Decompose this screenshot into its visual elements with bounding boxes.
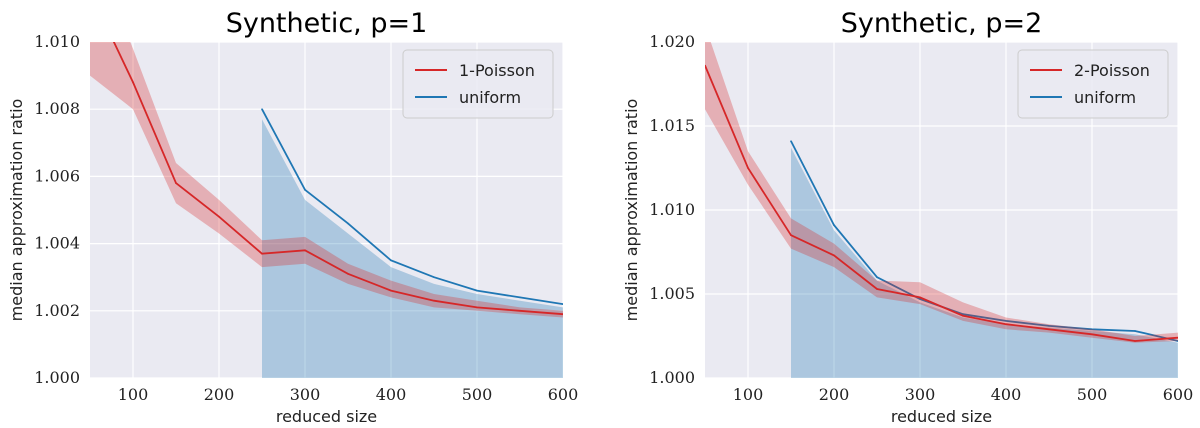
legend-label-uniform: uniform (1074, 88, 1136, 107)
point-uniform-8 (1134, 330, 1136, 332)
x-tick-label-0: 100 (118, 385, 149, 404)
y-tick-label-3: 1.015 (649, 116, 695, 135)
y-tick-label-4: 1.008 (34, 99, 80, 118)
legend-label-1-poisson: 1-Poisson (459, 61, 535, 80)
point-2-poisson-10 (1134, 340, 1136, 342)
point-1-poisson-11 (562, 313, 563, 315)
chart-synthetic-p1: 100 200 300 400 500 600 1.000 1.002 1.004 1.006 1.… (7, 8, 579, 426)
point-uniform-4 (433, 276, 435, 279)
chart-title: Synthetic, p=2 (841, 8, 1043, 39)
legend-label-uniform: uniform (459, 88, 521, 107)
legend-box (402, 49, 554, 119)
y-tick-label-1: 1.005 (649, 284, 695, 303)
point-2-poisson-7 (1005, 323, 1007, 326)
x-axis-label: reduced size (276, 407, 377, 426)
line-uniform (790, 140, 1178, 342)
x-axis-label: reduced size (891, 407, 992, 426)
legend: 1-Poisson uniform (402, 49, 554, 119)
chart-synthetic-p2: 100 200 300 400 500 600 1.000 1.005 1.010 1.015 1.… (622, 8, 1193, 426)
point-uniform-2 (876, 276, 878, 279)
y-tick-label-0: 1.000 (34, 368, 80, 387)
legend-box (1017, 49, 1169, 119)
y-axis-label: median approximation ratio (7, 99, 26, 322)
point-2-poisson-4 (876, 288, 878, 290)
y-axis-label: median approximation ratio (622, 99, 641, 322)
point-uniform-3 (390, 259, 392, 262)
point-2-poisson-6 (962, 315, 964, 317)
plot-area (90, 42, 563, 378)
line-2-poisson (705, 65, 1178, 342)
x-tick-label-4: 500 (462, 385, 493, 404)
point-1-poisson-9 (476, 306, 478, 309)
point-2-poisson-5 (919, 296, 921, 299)
band-uniform (791, 147, 1178, 378)
y-tick-label-1: 1.002 (34, 301, 80, 320)
point-1-poisson-4 (261, 252, 263, 255)
point-1-poisson-1 (132, 81, 134, 84)
x-tick-label-1: 200 (819, 385, 850, 404)
line-1-poisson (112, 42, 563, 316)
point-uniform-2 (347, 222, 349, 225)
point-2-poisson-1 (747, 167, 749, 169)
point-2-poisson-0 (705, 64, 706, 67)
point-1-poisson-3 (218, 215, 220, 218)
legend-label-2-poisson: 2-Poisson (1074, 61, 1150, 80)
x-tick-label-2: 300 (290, 385, 321, 404)
point-uniform-7 (562, 303, 563, 305)
point-1-poisson-2 (175, 182, 177, 184)
point-1-poisson-10 (519, 310, 521, 312)
point-2-poisson-2 (790, 234, 792, 236)
point-uniform-6 (1048, 325, 1050, 327)
point-1-poisson-8 (433, 299, 435, 302)
point-1-poisson-6 (347, 273, 349, 275)
point-uniform-1 (833, 224, 835, 226)
point-uniform-5 (1005, 320, 1007, 322)
y-tick-label-2: 1.010 (649, 200, 695, 219)
chart-title: Synthetic, p=1 (226, 8, 428, 39)
point-1-poisson-7 (390, 289, 392, 292)
band-uniform (262, 119, 563, 378)
plot-area (705, 42, 1178, 378)
point-uniform-1 (304, 189, 306, 191)
point-2-poisson-8 (1048, 328, 1050, 331)
point-uniform-3 (919, 298, 921, 300)
point-uniform-4 (962, 313, 964, 315)
point-1-poisson-5 (304, 249, 306, 252)
y-tick-label-3: 1.006 (34, 166, 80, 185)
x-tick-label-2: 300 (905, 385, 936, 404)
legend: 2-Poisson uniform (1017, 49, 1169, 119)
point-uniform-9 (1177, 340, 1178, 342)
y-tick-label-5: 1.010 (34, 32, 80, 51)
x-tick-label-0: 100 (733, 385, 764, 404)
y-tick-label-0: 1.000 (649, 368, 695, 387)
point-uniform-5 (476, 289, 478, 292)
x-tick-label-4: 500 (1077, 385, 1108, 404)
x-tick-label-3: 400 (991, 385, 1022, 404)
y-tick-label-2: 1.004 (34, 234, 80, 253)
point-2-poisson-11 (1177, 336, 1178, 339)
point-uniform-7 (1091, 328, 1093, 331)
point-uniform-6 (519, 296, 521, 299)
x-tick-label-1: 200 (204, 385, 235, 404)
point-2-poisson-3 (833, 254, 835, 257)
x-tick-label-3: 400 (376, 385, 407, 404)
x-tick-label-5: 600 (1163, 385, 1194, 404)
x-tick-label-5: 600 (548, 385, 579, 404)
point-2-poisson-9 (1091, 333, 1093, 336)
line-uniform (261, 108, 563, 305)
y-tick-label-4: 1.020 (649, 32, 695, 51)
point-uniform-0 (790, 140, 792, 142)
point-uniform-0 (261, 108, 263, 110)
